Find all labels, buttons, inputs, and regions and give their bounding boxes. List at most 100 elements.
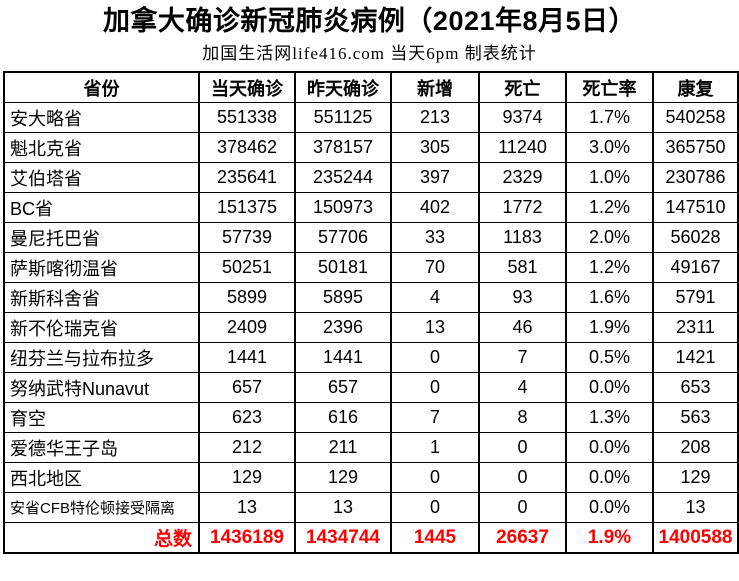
value-cell: 70 bbox=[390, 252, 480, 283]
total-value-cell: 1434744 bbox=[294, 522, 392, 554]
province-cell: 纽芬兰与拉布拉多 bbox=[3, 342, 200, 373]
column-header: 昨天确诊 bbox=[294, 71, 392, 103]
province-cell: 西北地区 bbox=[3, 462, 200, 493]
column-header: 死亡率 bbox=[565, 71, 654, 103]
value-cell: 0 bbox=[478, 492, 567, 523]
table-row: 安大略省 551338 551125 213 9374 1.7% 540258 bbox=[3, 102, 739, 133]
table-row: 新不伦瑞克省 2409 2396 13 46 1.9% 2311 bbox=[3, 312, 739, 343]
value-cell: 8 bbox=[478, 402, 567, 433]
value-cell: 0 bbox=[390, 492, 480, 523]
province-cell: 安大略省 bbox=[3, 102, 200, 133]
value-cell: 563 bbox=[652, 402, 739, 433]
table-row: 西北地区 129 129 0 0 0.0% 129 bbox=[3, 462, 739, 493]
value-cell: 57706 bbox=[294, 222, 392, 253]
province-cell: 新不伦瑞克省 bbox=[3, 312, 200, 343]
value-cell: 151375 bbox=[198, 192, 296, 223]
value-cell: 13 bbox=[294, 492, 392, 523]
table-row: 曼尼托巴省 57739 57706 33 1183 2.0% 56028 bbox=[3, 222, 739, 253]
value-cell: 1.0% bbox=[565, 162, 654, 193]
value-cell: 56028 bbox=[652, 222, 739, 253]
table-row: 魁北克省 378462 378157 305 11240 3.0% 365750 bbox=[3, 132, 739, 163]
total-row: 总数 1436189 1434744 1445 26637 1.9% 1400588 bbox=[3, 522, 739, 554]
table-row: BC省 151375 150973 402 1772 1.2% 147510 bbox=[3, 192, 739, 223]
value-cell: 4 bbox=[390, 282, 480, 313]
value-cell: 7 bbox=[390, 402, 480, 433]
value-cell: 49167 bbox=[652, 252, 739, 283]
value-cell: 2311 bbox=[652, 312, 739, 343]
value-cell: 46 bbox=[478, 312, 567, 343]
province-cell: 爱德华王子岛 bbox=[3, 432, 200, 463]
value-cell: 657 bbox=[294, 372, 392, 403]
value-cell: 129 bbox=[294, 462, 392, 493]
column-header: 当天确诊 bbox=[198, 71, 296, 103]
column-header: 康复 bbox=[652, 71, 739, 103]
value-cell: 1.2% bbox=[565, 192, 654, 223]
province-cell: BC省 bbox=[3, 192, 200, 223]
value-cell: 0.0% bbox=[565, 492, 654, 523]
table-row: 努纳武特Nunavut 657 657 0 4 0.0% 653 bbox=[3, 372, 739, 403]
value-cell: 1 bbox=[390, 432, 480, 463]
province-cell: 育空 bbox=[3, 402, 200, 433]
province-cell: 曼尼托巴省 bbox=[3, 222, 200, 253]
value-cell: 212 bbox=[198, 432, 296, 463]
value-cell: 235244 bbox=[294, 162, 392, 193]
value-cell: 305 bbox=[390, 132, 480, 163]
table-row: 艾伯塔省 235641 235244 397 2329 1.0% 230786 bbox=[3, 162, 739, 193]
value-cell: 551338 bbox=[198, 102, 296, 133]
value-cell: 5791 bbox=[652, 282, 739, 313]
total-value-cell: 1.9% bbox=[565, 522, 654, 554]
value-cell: 0 bbox=[478, 462, 567, 493]
table-row: 纽芬兰与拉布拉多 1441 1441 0 7 0.5% 1421 bbox=[3, 342, 739, 373]
province-cell: 新斯科舍省 bbox=[3, 282, 200, 313]
province-cell: 安省CFB特伦顿接受隔离 bbox=[3, 492, 200, 523]
value-cell: 1.2% bbox=[565, 252, 654, 283]
total-value-cell: 1445 bbox=[390, 522, 480, 554]
province-cell: 努纳武特Nunavut bbox=[3, 372, 200, 403]
value-cell: 57739 bbox=[198, 222, 296, 253]
column-header: 新增 bbox=[390, 71, 480, 103]
value-cell: 0 bbox=[390, 372, 480, 403]
value-cell: 147510 bbox=[652, 192, 739, 223]
value-cell: 211 bbox=[294, 432, 392, 463]
value-cell: 623 bbox=[198, 402, 296, 433]
value-cell: 653 bbox=[652, 372, 739, 403]
value-cell: 213 bbox=[390, 102, 480, 133]
subtitle: 加国生活网life416.com 当天6pm 制表统计 bbox=[202, 44, 537, 63]
value-cell: 3.0% bbox=[565, 132, 654, 163]
value-cell: 0 bbox=[478, 432, 567, 463]
value-cell: 2409 bbox=[198, 312, 296, 343]
value-cell: 208 bbox=[652, 432, 739, 463]
value-cell: 657 bbox=[198, 372, 296, 403]
value-cell: 0 bbox=[390, 462, 480, 493]
value-cell: 0.0% bbox=[565, 462, 654, 493]
page-title: 加拿大确诊新冠肺炎病例（2021年8月5日） bbox=[102, 6, 637, 36]
value-cell: 1.6% bbox=[565, 282, 654, 313]
value-cell: 1.9% bbox=[565, 312, 654, 343]
value-cell: 5899 bbox=[198, 282, 296, 313]
province-cell: 艾伯塔省 bbox=[3, 162, 200, 193]
value-cell: 616 bbox=[294, 402, 392, 433]
value-cell: 1421 bbox=[652, 342, 739, 373]
value-cell: 13 bbox=[198, 492, 296, 523]
table-row: 新斯科舍省 5899 5895 4 93 1.6% 5791 bbox=[3, 282, 739, 313]
value-cell: 129 bbox=[652, 462, 739, 493]
value-cell: 551125 bbox=[294, 102, 392, 133]
total-value-cell: 1400588 bbox=[652, 522, 739, 554]
value-cell: 13 bbox=[390, 312, 480, 343]
province-cell: 魁北克省 bbox=[3, 132, 200, 163]
value-cell: 13 bbox=[652, 492, 739, 523]
value-cell: 0.0% bbox=[565, 372, 654, 403]
value-cell: 9374 bbox=[478, 102, 567, 133]
value-cell: 378157 bbox=[294, 132, 392, 163]
value-cell: 50251 bbox=[198, 252, 296, 283]
total-value-cell: 26637 bbox=[478, 522, 567, 554]
column-header: 省份 bbox=[3, 71, 200, 103]
value-cell: 5895 bbox=[294, 282, 392, 313]
value-cell: 150973 bbox=[294, 192, 392, 223]
value-cell: 1.7% bbox=[565, 102, 654, 133]
value-cell: 0.0% bbox=[565, 432, 654, 463]
column-header: 死亡 bbox=[478, 71, 567, 103]
total-label: 总数 bbox=[3, 522, 200, 554]
total-value-cell: 1436189 bbox=[198, 522, 296, 554]
